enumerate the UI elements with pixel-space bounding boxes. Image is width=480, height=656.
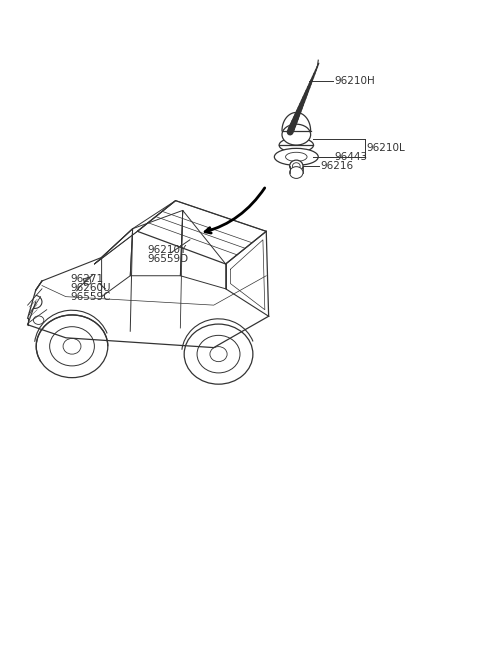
Text: 96216: 96216 <box>320 161 353 171</box>
Ellipse shape <box>282 124 311 145</box>
Ellipse shape <box>289 167 303 178</box>
Text: 96210H: 96210H <box>335 76 375 86</box>
Text: 96210Y: 96210Y <box>147 245 186 255</box>
Text: 96260U: 96260U <box>71 283 111 293</box>
Text: 96559C: 96559C <box>71 293 111 302</box>
Text: 96443: 96443 <box>335 152 368 162</box>
Ellipse shape <box>275 148 318 165</box>
Text: 96210L: 96210L <box>366 143 405 153</box>
Text: 96559D: 96559D <box>147 254 188 264</box>
Ellipse shape <box>289 160 303 172</box>
Text: 96271: 96271 <box>71 274 104 284</box>
Ellipse shape <box>279 138 313 152</box>
